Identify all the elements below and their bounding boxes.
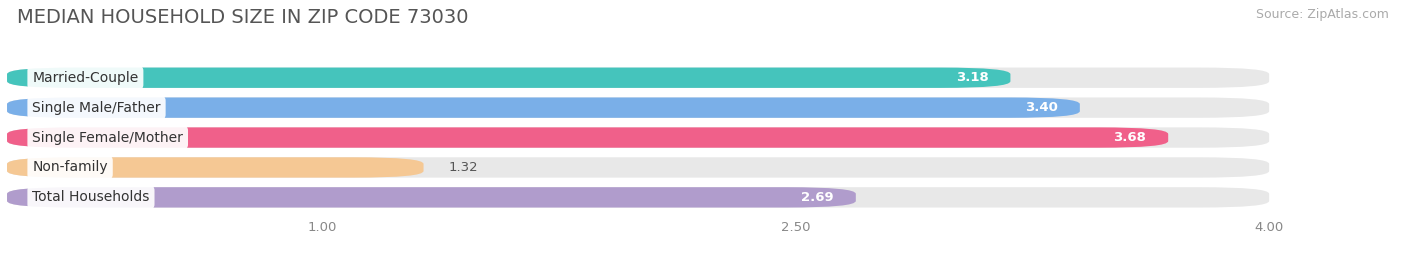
Text: 3.40: 3.40	[1025, 101, 1057, 114]
Text: 3.68: 3.68	[1114, 131, 1146, 144]
Text: Married-Couple: Married-Couple	[32, 71, 139, 85]
FancyBboxPatch shape	[7, 68, 1011, 88]
Text: MEDIAN HOUSEHOLD SIZE IN ZIP CODE 73030: MEDIAN HOUSEHOLD SIZE IN ZIP CODE 73030	[17, 8, 468, 27]
FancyBboxPatch shape	[7, 187, 856, 208]
Text: Source: ZipAtlas.com: Source: ZipAtlas.com	[1256, 8, 1389, 21]
FancyBboxPatch shape	[7, 68, 1270, 88]
FancyBboxPatch shape	[7, 128, 1168, 148]
Text: Single Male/Father: Single Male/Father	[32, 101, 160, 115]
FancyBboxPatch shape	[7, 157, 423, 178]
FancyBboxPatch shape	[7, 187, 1270, 208]
FancyBboxPatch shape	[7, 157, 1270, 178]
Text: 2.69: 2.69	[801, 191, 834, 204]
FancyBboxPatch shape	[7, 97, 1270, 118]
Text: Single Female/Mother: Single Female/Mother	[32, 130, 183, 144]
Text: Non-family: Non-family	[32, 161, 108, 175]
FancyBboxPatch shape	[7, 128, 1270, 148]
Text: 1.32: 1.32	[449, 161, 478, 174]
Text: Total Households: Total Households	[32, 190, 149, 204]
Text: 3.18: 3.18	[956, 71, 988, 84]
FancyBboxPatch shape	[7, 97, 1080, 118]
